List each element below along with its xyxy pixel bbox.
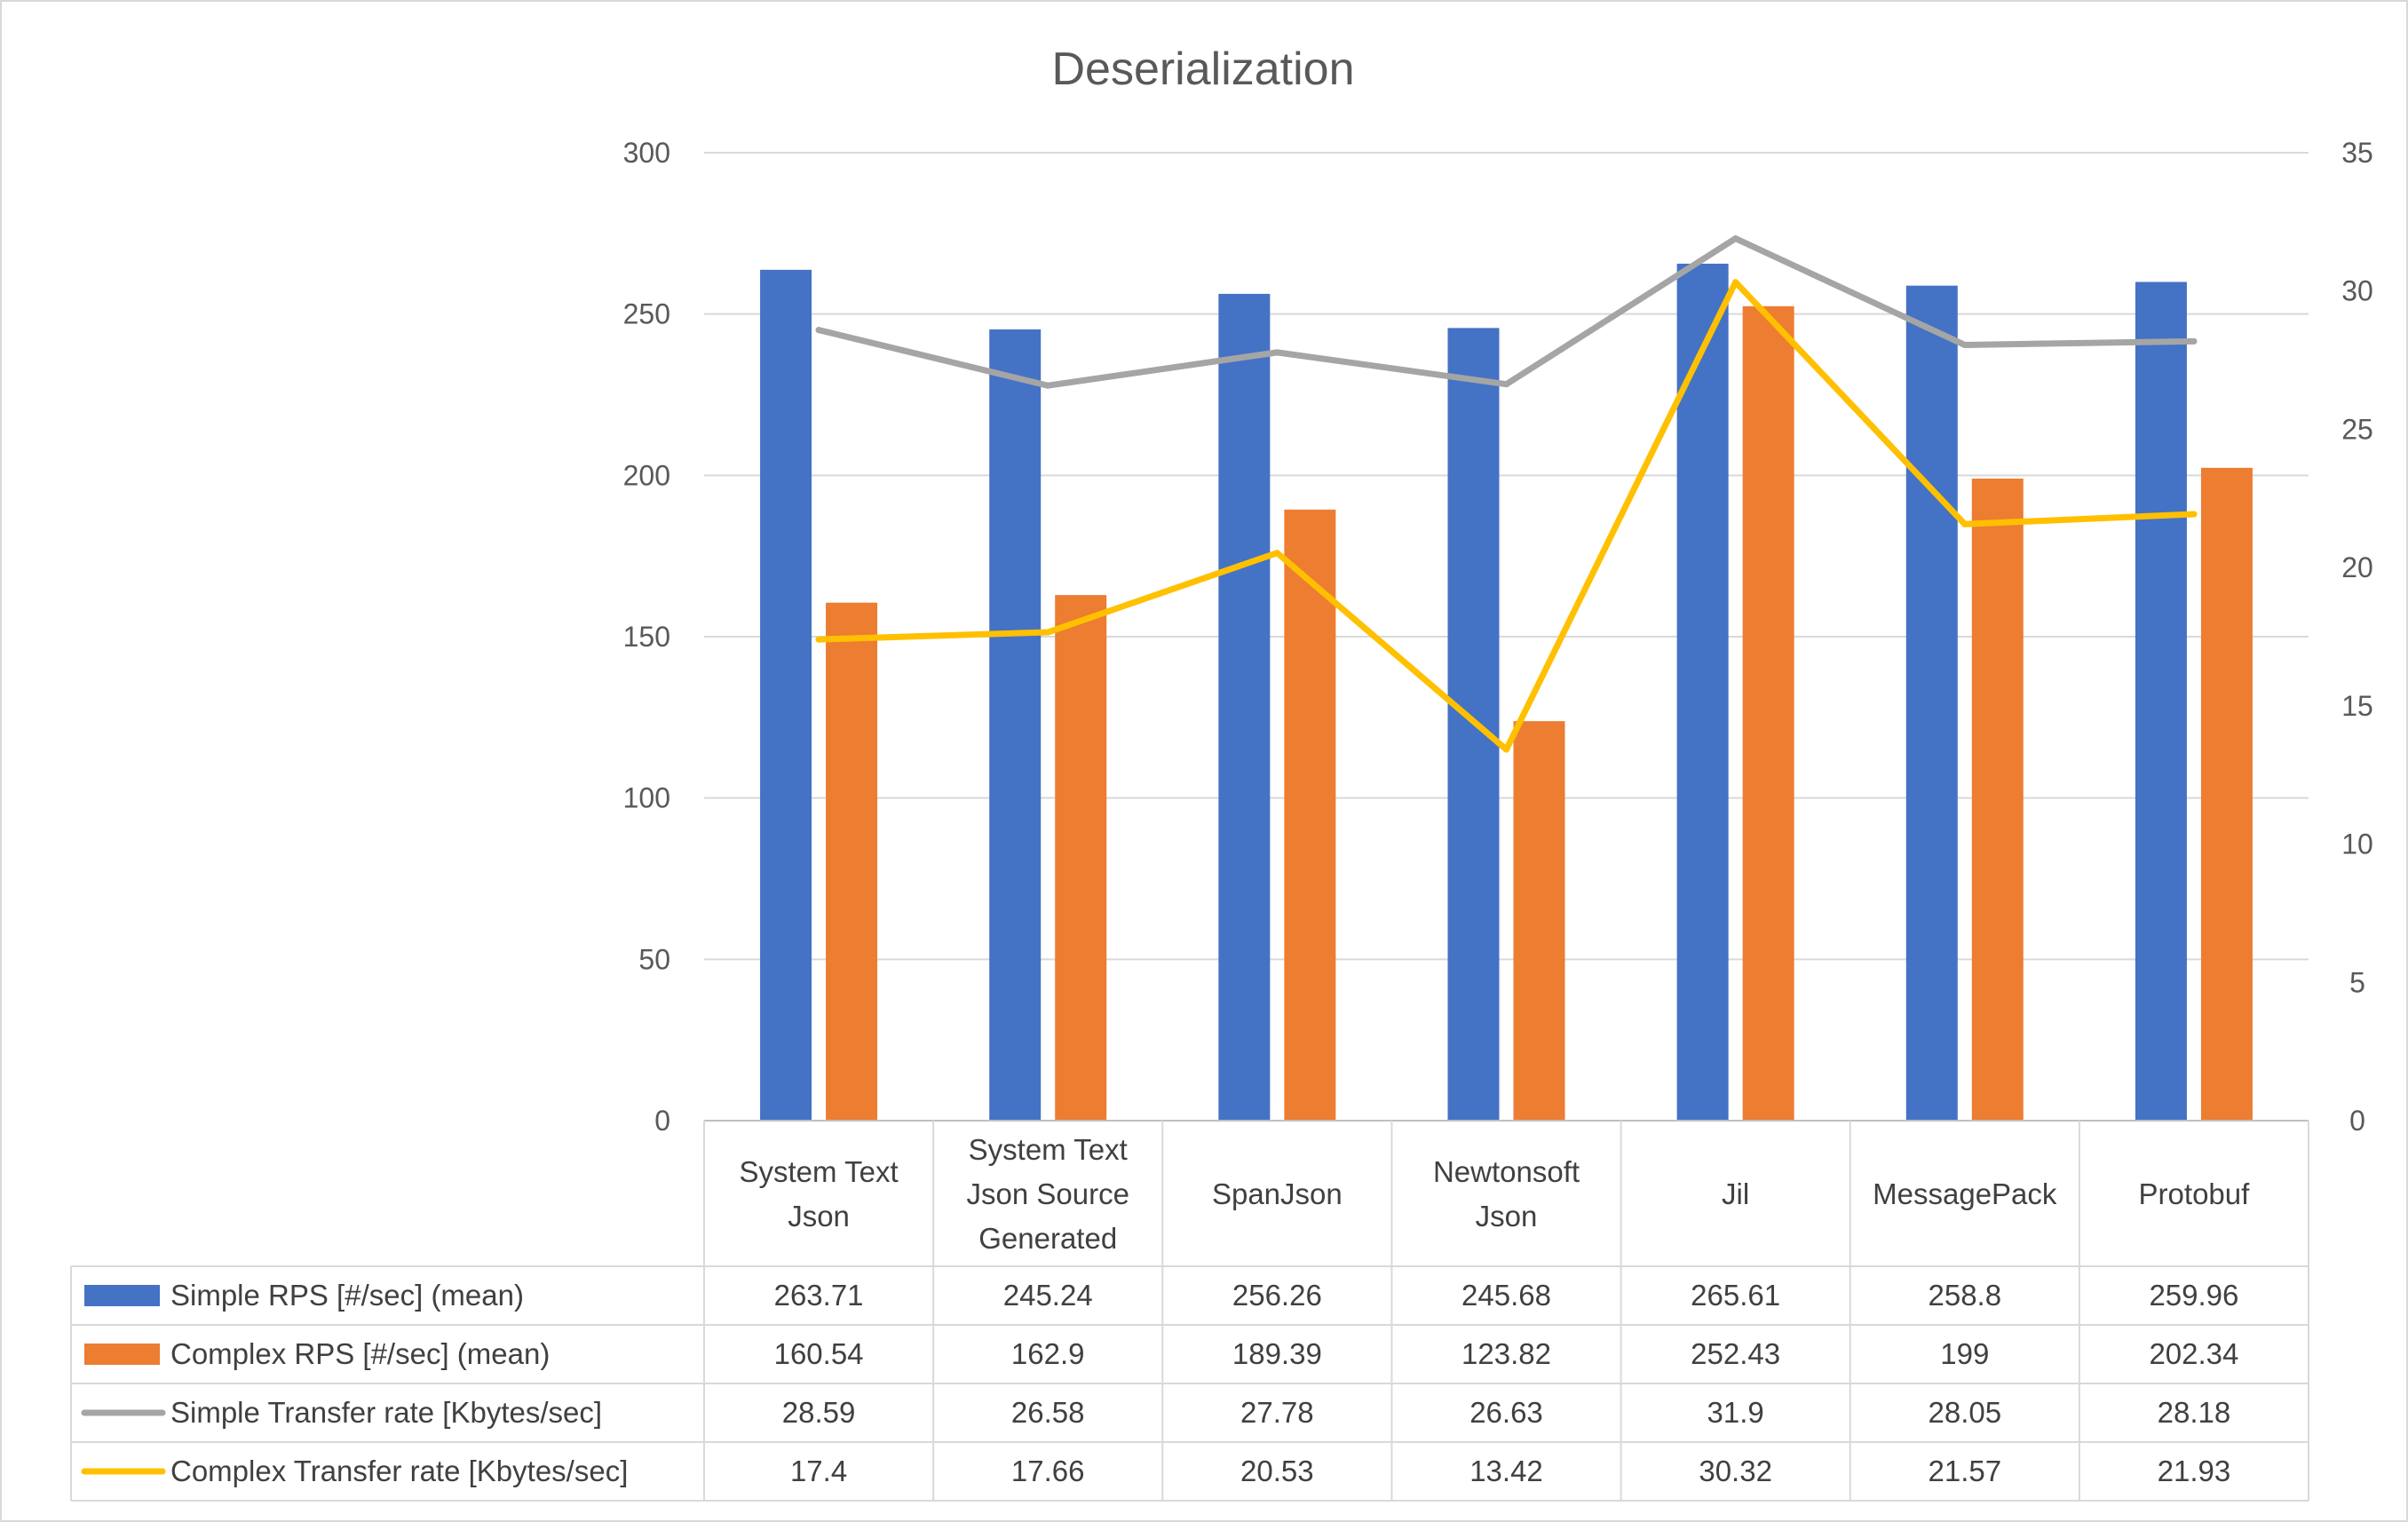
right-tick-label: 15 [2341, 690, 2373, 722]
bar [826, 602, 878, 1121]
line-point [1044, 629, 1051, 636]
line-point [1503, 381, 1509, 388]
table-cell: 28.05 [1928, 1396, 2001, 1429]
category-label: Json [788, 1200, 850, 1233]
bar [1971, 478, 2024, 1121]
table-cell: 21.57 [1928, 1455, 2001, 1487]
bar [760, 269, 812, 1122]
bar [1055, 595, 1107, 1121]
category-label: System Text [969, 1133, 1128, 1166]
right-tick-label: 10 [2341, 828, 2373, 860]
category-label: Jil [1722, 1177, 1749, 1210]
bar [1513, 721, 1565, 1121]
bars [760, 263, 2253, 1122]
bar [989, 329, 1042, 1122]
right-tick-label: 35 [2341, 137, 2373, 169]
right-tick-label: 5 [2349, 966, 2365, 998]
left-tick-label: 0 [654, 1105, 670, 1137]
line-point [2190, 337, 2198, 345]
left-tick-label: 250 [623, 298, 670, 330]
line-point [2190, 511, 2198, 518]
table-cell: 20.53 [1240, 1455, 1314, 1487]
table-cell: 265.61 [1691, 1279, 1780, 1312]
table-cell: 245.24 [1003, 1279, 1093, 1312]
line-point [815, 327, 822, 334]
legend-label: Complex RPS [#/sec] (mean) [170, 1337, 550, 1370]
table-cell: 252.43 [1691, 1337, 1780, 1370]
table-cell: 263.71 [774, 1279, 864, 1312]
line-point [815, 636, 822, 643]
line-point [1961, 520, 1968, 527]
category-label: Json Source [966, 1177, 1129, 1210]
bar [1742, 305, 1794, 1122]
legend-label: Simple RPS [#/sec] (mean) [170, 1279, 524, 1312]
table-cell: 199 [1940, 1337, 1989, 1370]
line-point [1273, 550, 1280, 557]
left-axis-ticks: 0 50 100 150 200 250 300 [623, 137, 670, 1137]
bar [2135, 281, 2187, 1122]
left-tick-label: 100 [623, 782, 670, 814]
left-tick-label: 150 [623, 621, 670, 653]
line-point [1732, 279, 1739, 286]
line-point [1273, 349, 1280, 356]
table-cell: 123.82 [1461, 1337, 1551, 1370]
line-point [1044, 382, 1051, 389]
line-point [1503, 746, 1509, 753]
category-label: MessagePack [1873, 1177, 2057, 1210]
right-tick-label: 20 [2341, 551, 2373, 583]
left-tick-label: 50 [638, 943, 670, 975]
table-cell: 245.68 [1461, 1279, 1551, 1312]
table-cell: 26.58 [1011, 1396, 1085, 1429]
table-cell: 21.93 [2158, 1455, 2231, 1487]
right-tick-label: 0 [2349, 1105, 2365, 1137]
right-tick-label: 25 [2341, 413, 2373, 445]
table-cell: 162.9 [1011, 1337, 1085, 1370]
category-label: Generated [978, 1222, 1117, 1255]
table-cell: 256.26 [1232, 1279, 1322, 1312]
data-table: System Text Json System Text Json Source Gen… [70, 1120, 2309, 1502]
table-cell: 13.42 [1469, 1455, 1543, 1487]
bar [2200, 467, 2253, 1121]
table-cell: 17.4 [790, 1455, 847, 1487]
category-label: SpanJson [1212, 1177, 1343, 1210]
left-tick-label: 200 [623, 459, 670, 491]
legend-label: Simple Transfer rate [Kbytes/sec] [170, 1396, 602, 1429]
bar [1218, 293, 1271, 1121]
category-label: Protobuf [2139, 1177, 2251, 1210]
table-cell: 17.66 [1011, 1455, 1085, 1487]
table-cell: 160.54 [774, 1337, 864, 1370]
category-label: Newtonsoft [1433, 1155, 1580, 1188]
table-cell: 28.18 [2158, 1396, 2231, 1429]
table-cell: 27.78 [1240, 1396, 1314, 1429]
right-tick-label: 30 [2341, 275, 2373, 307]
bar [1284, 509, 1336, 1121]
bar [1905, 285, 1958, 1121]
table-cell: 31.9 [1707, 1396, 1764, 1429]
left-tick-label: 300 [623, 137, 670, 169]
table-cell: 28.59 [782, 1396, 856, 1429]
line-point [1732, 235, 1739, 242]
category-label: System Text [740, 1155, 899, 1188]
bar [1676, 263, 1729, 1122]
category-label: Json [1476, 1200, 1538, 1233]
table-cell: 30.32 [1699, 1455, 1772, 1487]
chart-title: Deserialization [1051, 44, 1354, 95]
table-cell: 189.39 [1232, 1337, 1322, 1370]
legend-label: Complex Transfer rate [Kbytes/sec] [170, 1455, 628, 1487]
table-cell: 259.96 [2149, 1279, 2238, 1312]
table-cell: 202.34 [2149, 1337, 2238, 1370]
legend-key [84, 1285, 160, 1306]
table-cell: 258.8 [1928, 1279, 2001, 1312]
lines [815, 235, 2198, 753]
legend-key [84, 1344, 160, 1365]
line-point [1961, 341, 1968, 348]
right-axis-ticks: 0 5 10 15 20 25 30 35 [2341, 137, 2373, 1137]
table-cell: 26.63 [1469, 1396, 1543, 1429]
